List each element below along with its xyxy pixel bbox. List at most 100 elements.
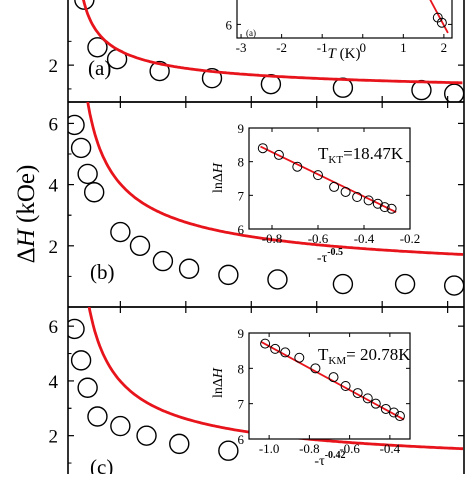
inset-frame: [236, 0, 453, 39]
inset-x-axis-label-base: -τ: [317, 251, 328, 266]
y-tick-label: 2: [49, 56, 59, 77]
inset-data-point: [362, 393, 373, 404]
data-point: [110, 221, 131, 243]
data-point: [110, 415, 131, 437]
data-point: [218, 440, 239, 461]
data-point: [178, 258, 200, 279]
inset-data-point: [352, 192, 363, 203]
inset-y-axis-label-var: H: [211, 162, 226, 174]
y-tick-label: 4: [49, 176, 59, 197]
inset-frame: [248, 127, 411, 230]
panel-label: (b): [90, 260, 115, 284]
inset-x-axis-label-sup: -0.42: [325, 450, 346, 461]
inset: -1.0 -0.8 -0.6 -0.4 6 7 8 9 -τ-0.42 lnΔH TKM= 20.7…: [211, 326, 411, 469]
inset-data-point: [280, 347, 291, 358]
fit-curve: [82, 0, 463, 85]
y-tick-label: 4: [49, 372, 59, 393]
inset-annotation-base: T: [318, 345, 329, 364]
data-point: [218, 264, 239, 286]
inset-plot-area: [260, 338, 405, 422]
y-tick-label: 2: [49, 427, 59, 448]
data-point: [68, 114, 85, 136]
inset-fit-line: [260, 341, 405, 421]
inset-data-point: [386, 203, 397, 214]
inset-y-tick-label: 9: [238, 326, 245, 341]
inset-data-point: [372, 198, 383, 209]
data-point: [68, 318, 85, 340]
inset-data-point: [340, 186, 351, 197]
inset-x-tick-label: 2: [441, 40, 448, 55]
chart-layer: 2 (a)-3 -2 -1 0 1 26(a)T (K)246(b)-0.8 -0.6 -0.4…: [49, 0, 465, 479]
inset-y-tick-label: 6: [238, 222, 245, 237]
inset-data-point: [370, 398, 381, 409]
inset-annotation-value: = 20.78K: [346, 345, 411, 364]
inset-y-axis-label-base: lnΔ: [211, 173, 226, 193]
inset-panel-label: (a): [246, 28, 256, 38]
data-point: [74, 0, 95, 10]
y-tick-label: 6: [49, 114, 59, 135]
inset-data-point: [329, 181, 340, 192]
inset-data-point: [310, 363, 321, 374]
data-point: [201, 68, 223, 89]
inset-annotation-base: T: [318, 144, 329, 163]
inset-x-tick-label: -0.6: [339, 441, 360, 456]
inset-data-point: [270, 343, 281, 354]
data-point: [70, 137, 92, 159]
data-point: [169, 433, 190, 455]
data-point: [136, 425, 157, 446]
inset-x-axis-label: -τ-0.42: [314, 450, 345, 469]
inset-x-axis-label: -τ-0.5: [317, 247, 343, 266]
inset-x-tick-label: -0.8: [299, 441, 320, 456]
inset-x-tick-label: 1: [400, 40, 407, 55]
data-point: [267, 269, 288, 290]
inset-x-tick-label: 0: [360, 40, 367, 55]
inset-y-tick-label: 9: [238, 121, 245, 136]
data-point: [443, 83, 464, 102]
inset-y-tick-label: 7: [238, 188, 245, 203]
inset: -3 -2 -1 0 1 2 6 (a) T (K): [226, 0, 453, 62]
inset-y-tick-label: 7: [238, 397, 245, 412]
inset: -0.8 -0.6 -0.4 -0.2 6 7 8 9 -τ-0.5 lnΔH TKT=18.47K: [211, 121, 420, 266]
data-point: [77, 377, 98, 398]
inset-x-axis-label: T (K): [328, 46, 361, 62]
main-y-axis-label: ΔH (kOe): [13, 165, 40, 264]
inset-annotation: TKM= 20.78K: [318, 345, 411, 367]
inset-data-point: [394, 411, 405, 422]
inset-x-tick-label: -3: [236, 40, 247, 55]
y-axis-label-unit: (kOe): [13, 165, 40, 230]
inset-y-axis-label: lnΔH: [211, 162, 226, 193]
data-point: [443, 275, 464, 296]
inset-y-tick-label: 6: [238, 432, 245, 447]
panel-label: (c): [90, 455, 113, 474]
panel-2: 2 4 6 (b) -0.8 -0.6 -0.4 -0.2 6 7 8 9 -τ-0.5 lnΔH TKT=…: [49, 101, 465, 308]
data-point: [332, 273, 354, 295]
inset-x-axis-label-sup: -0.5: [327, 247, 343, 258]
data-point: [77, 163, 98, 185]
inset-data-point: [328, 372, 339, 383]
inset-data-point: [292, 161, 303, 172]
inset-x-tick-label: -1.0: [259, 441, 280, 456]
panel-plot-area: [74, 0, 464, 102]
inset-y-axis-label-base: lnΔ: [211, 378, 226, 398]
inset-x-tick-label: -0.4: [354, 231, 375, 246]
inset-annotation-value: =18.47K: [343, 144, 404, 163]
y-tick-label: 6: [49, 317, 59, 338]
data-point: [87, 406, 108, 427]
inset-data-point: [257, 143, 268, 154]
inset-x-axis-label-unit: (K): [336, 46, 361, 62]
data-point: [83, 182, 105, 203]
inset-x-tick-label: -2: [276, 40, 287, 55]
inset-plot-area: [257, 143, 397, 214]
inset-data-point: [260, 338, 271, 349]
inset-x-tick-label: -1: [317, 40, 328, 55]
inset-data-point: [379, 202, 390, 213]
inset-y-axis-label: lnΔH: [211, 367, 226, 398]
inset-y-tick-label: 6: [226, 17, 233, 32]
y-axis-label-delta: Δ: [13, 247, 40, 263]
inset-data-point: [436, 17, 447, 28]
data-point: [70, 350, 92, 371]
data-point: [87, 37, 108, 58]
data-point: [394, 273, 416, 295]
inset-data-point: [352, 388, 363, 399]
panel-label: (a): [88, 56, 111, 80]
